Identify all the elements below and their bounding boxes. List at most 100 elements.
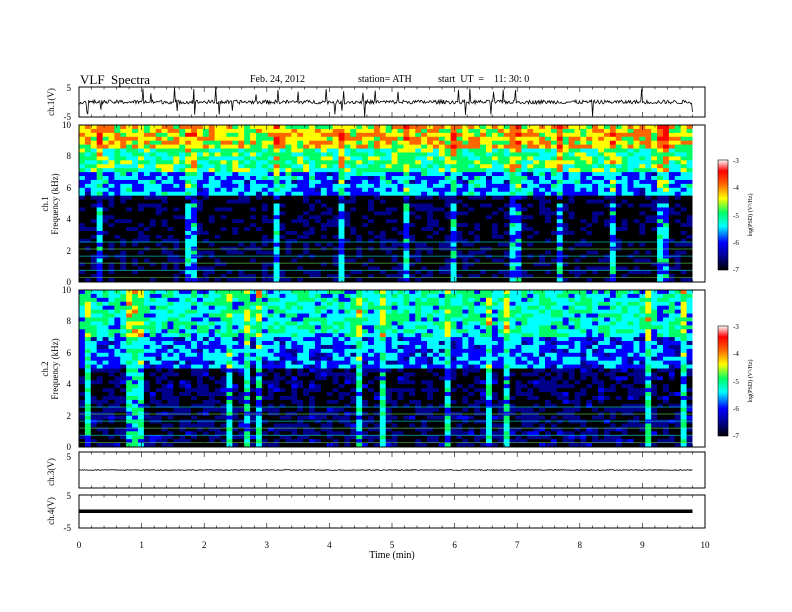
spectrogram-cell (645, 227, 652, 232)
spectrogram-cell (96, 179, 103, 185)
spectrogram-cell (143, 313, 151, 318)
spectrogram-cell (633, 211, 640, 216)
spectrogram-cell (220, 160, 227, 165)
spectrogram-cell (114, 140, 121, 146)
spectrogram-cell (409, 227, 416, 232)
spectrogram-cell (196, 207, 204, 212)
spectrogram-cell (120, 172, 127, 177)
spectrogram-cell (356, 219, 363, 224)
spectrogram-cell (332, 215, 339, 220)
spectrogram-cell (232, 152, 239, 157)
spectrogram-cell (297, 250, 304, 255)
spectrogram-cell (161, 148, 168, 153)
spectrogram-cell (297, 227, 304, 232)
spectrogram-cell (214, 140, 221, 146)
spectrogram-cell (444, 262, 452, 267)
spectrogram-cell (267, 125, 275, 130)
spectrogram-cell (126, 238, 133, 244)
spectrogram-cell (220, 148, 227, 153)
spectrogram-cell (438, 136, 446, 142)
spectrogram-cell (79, 313, 86, 318)
spectrogram-cell (179, 270, 186, 275)
spectrogram-cell (633, 262, 640, 267)
spectrogram-cell (615, 183, 623, 189)
spectrogram-cell (250, 128, 257, 134)
spectrogram-cell (385, 207, 393, 212)
spectrogram-cell (173, 223, 180, 228)
spectrogram-cell (338, 258, 345, 263)
spectrogram-cell (314, 140, 322, 146)
spectrogram-cell (320, 164, 328, 169)
spectrogram-cell (680, 230, 687, 236)
spectrogram-cell (267, 274, 275, 279)
spectrogram-cell (114, 337, 121, 342)
spectrogram-cell (143, 297, 151, 303)
spectrogram-cell (126, 407, 133, 413)
spectrogram-cell (373, 140, 381, 146)
spectrogram-cell (137, 376, 145, 381)
spectrogram-cell (108, 258, 115, 263)
spectrogram-cell (645, 191, 652, 197)
spectrogram-cell (320, 274, 328, 279)
spectrogram-cell (621, 270, 628, 275)
spectrogram-cell (238, 278, 245, 283)
spectrogram-cell (562, 242, 570, 248)
spectrogram-cell (491, 219, 499, 224)
spectrogram-cell (527, 262, 534, 267)
spectrogram-cell (533, 230, 540, 236)
spectrogram-cell (267, 132, 275, 138)
spectrogram-cell (285, 211, 292, 216)
spectrogram-cell (143, 266, 151, 271)
spectrogram-cell (155, 305, 162, 311)
spectrogram-cell (161, 333, 168, 338)
spectrogram-cell (533, 187, 540, 193)
spectrogram-cell (279, 144, 286, 149)
spectrogram-cell (562, 254, 570, 259)
spectrogram-cell (126, 348, 133, 354)
spectrogram-cell (379, 203, 387, 208)
spectrogram-cell (220, 266, 227, 271)
ch1-cbar-tick-m3: -3 (733, 157, 739, 165)
spectrogram-cell (385, 278, 393, 283)
spectrogram-cell (155, 270, 162, 275)
spectrogram-cell (468, 270, 475, 275)
spectrogram-cell (126, 403, 133, 409)
spectrogram-cell (497, 195, 505, 200)
spectrogram-cell (114, 148, 121, 153)
spectrogram-cell (509, 187, 516, 193)
spectrogram-cell (332, 132, 339, 138)
spectrogram-cell (161, 384, 168, 389)
spectrogram-cell (456, 266, 463, 271)
spectrogram-cell (397, 183, 404, 189)
spectrogram-cell (651, 215, 658, 220)
spectrogram-cell (397, 152, 404, 157)
spectrogram-cell (120, 179, 127, 185)
spectrogram-cell (645, 199, 652, 204)
spectrogram-cell (621, 140, 628, 146)
spectrogram-cell (120, 140, 127, 146)
spectrogram-cell (273, 230, 280, 236)
spectrogram-cell (238, 262, 245, 267)
spectrogram-cell (132, 234, 139, 240)
spectrogram-cell (155, 199, 162, 204)
spectrogram-cell (90, 344, 98, 350)
spectrogram-cell (474, 203, 481, 208)
spectrogram-cell (533, 176, 540, 181)
spectrogram-cell (362, 125, 369, 130)
spectrogram-cell (179, 258, 186, 263)
spectrogram-cell (114, 242, 121, 248)
spectrogram-cell (273, 183, 280, 189)
spectrogram-cell (90, 160, 98, 165)
spectrogram-cell (167, 183, 174, 189)
spectrogram-cell (132, 360, 139, 365)
spectrogram-cell (202, 250, 210, 255)
spectrogram-cell (615, 270, 623, 275)
spectrogram-cell (196, 183, 204, 189)
spectrogram-cell (261, 242, 269, 248)
spectrogram-cell (108, 392, 115, 397)
spectrogram-cell (149, 341, 157, 346)
spectrogram-cell (385, 254, 393, 259)
spectrogram-cell (550, 199, 558, 204)
spectrogram-cell (350, 168, 357, 173)
ch1-spectrogram-image (79, 125, 705, 283)
